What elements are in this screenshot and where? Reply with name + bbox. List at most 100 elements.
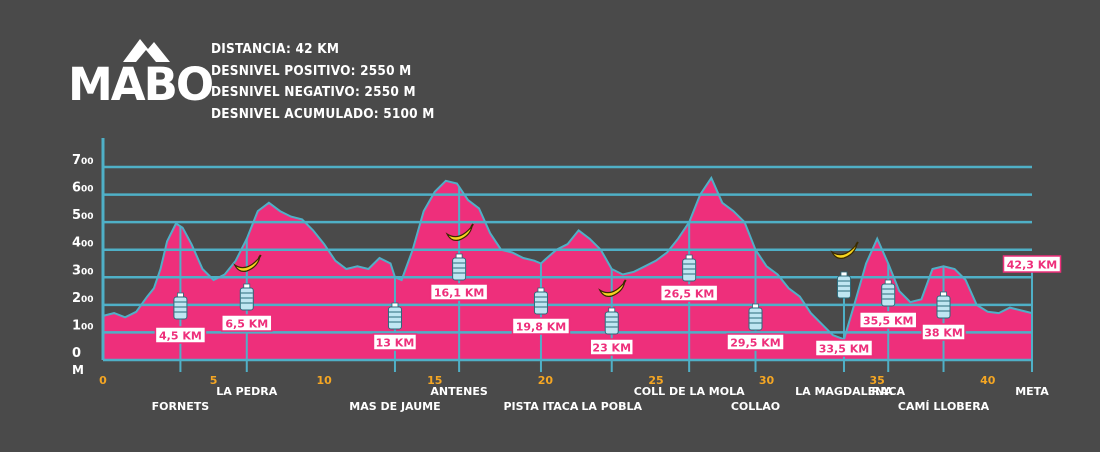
y-tick-number: 2 [72,291,81,306]
x-tick-label: 40 [980,374,996,387]
bottle-cap [752,303,759,309]
bottle-cap [537,287,545,293]
banana-body [598,281,626,297]
bottle-cap [455,253,463,259]
bottle-body [604,311,619,335]
y-tick-suffix: 00 [81,322,94,332]
point-name-label: LA PEDRA [216,385,278,398]
x-tick-label: 5 [210,374,218,387]
banana-icon [830,241,859,259]
station-km-label: 16,1 KM [434,287,484,300]
banana-body [445,225,473,241]
bottle-cap [177,292,184,298]
x-tick-label: 0 [99,374,107,387]
point-name-label: COLL DE LA MOLA [634,385,745,398]
x-tick-label: 20 [538,374,554,387]
bottle-cap [685,254,693,260]
banana-icon [445,223,474,241]
y-tick-number: 7 [72,153,81,168]
logo-text: MABO [68,58,214,111]
x-tick-label: 10 [317,374,333,387]
station-km-badge [1002,255,1062,273]
y-tick-number: 1 [72,318,81,333]
banana-icon [233,254,262,272]
station-km-label: 38 KM [924,327,963,340]
y-tick-suffix: 00 [81,240,94,250]
station-km-badge [589,338,634,356]
y-tick-suffix: 00 [81,212,94,222]
y-tick-label: 400 [72,236,94,251]
water-bottle-icon [452,253,467,281]
water-bottle-icon [682,254,697,282]
station-km-badge [511,317,571,335]
point-name-label: RACA [871,385,905,398]
bottle-body [836,275,851,299]
water-bottle-icon [173,292,188,320]
negative-elevation-text: DESNIVEL NEGATIVO: 2550 M [211,84,416,100]
station-km-badge [221,314,273,332]
point-name-label: COLLAO [731,400,780,413]
station-km-badge [154,326,207,344]
elevation-line [102,175,1033,341]
banana-stem [257,254,262,259]
point-name-label: PISTA ITACA [503,400,578,413]
route-summary: DISTANCIA: 42 KM DESNIVEL POSITIVO: 2550… [211,39,435,125]
bottle-body [881,283,896,307]
station-km-label: 26,5 KM [664,288,714,301]
water-bottle-icon [604,307,619,335]
station-km-label: 29,5 KM [730,337,780,350]
y-tick-label: 600 [72,181,94,196]
y-tick-label: 500 [72,208,94,223]
station-km-badge [726,333,785,351]
point-name-label: ANTENES [430,385,487,398]
station-km-label: 19,8 KM [516,321,566,334]
station-km-badge [429,283,489,301]
bottle-cap [243,283,251,289]
station-km-badge [921,323,966,341]
y-tick-label: 0 [72,346,81,361]
mabo-logo: MABO [68,36,214,111]
station-km-label: 4,5 KM [159,330,202,343]
station-km-label: 6,5 KM [225,318,268,331]
bottle-cap [840,271,848,277]
bottle-body [533,291,548,315]
y-tick-number: 3 [72,263,81,278]
y-tick-label: 700 [72,153,94,168]
y-tick-suffix: 00 [81,295,94,305]
bottle-body [936,295,951,319]
point-name-label: MAS DE JAUME [349,400,440,413]
water-bottle-icon [239,283,254,311]
station-km-label: 42,3 KM [1007,259,1057,272]
water-bottle-icon [387,302,402,330]
mountain-logo-icon [123,39,170,62]
bottle-cap [391,302,399,308]
bottle-cap [608,307,616,313]
bottle-body [239,287,254,311]
cumulative-elevation-text: DESNIVEL ACUMULADO: 5100 M [211,105,435,122]
bottle-cap [940,291,947,297]
y-tick-number: 5 [72,208,81,223]
y-tick-number: 6 [72,181,81,196]
bottle-cap [884,279,892,285]
y-tick-suffix: 00 [81,267,94,277]
banana-body [830,243,858,259]
positive-elevation-text: DESNIVEL POSITIVO: 2550 M [211,62,412,79]
water-bottle-icon [936,291,951,319]
bottle-body [748,307,763,331]
point-name-label: LA MAGDALENA [795,385,893,398]
banana-stem [470,223,474,228]
water-bottle-icon [533,287,548,315]
x-tick-label: 35 [870,374,885,387]
station-km-label: 23 KM [592,342,631,355]
station-km-badge [372,333,418,351]
bottle-body [387,306,402,330]
water-bottle-icon [836,271,851,299]
y-tick-label: 100 [72,318,94,333]
y-tick-suffix: 00 [81,185,94,195]
water-bottle-icon [881,279,896,307]
water-bottle-icon [748,303,763,331]
banana-stem [855,241,859,246]
banana-stem [622,279,627,284]
x-tick-label: 30 [759,374,775,387]
